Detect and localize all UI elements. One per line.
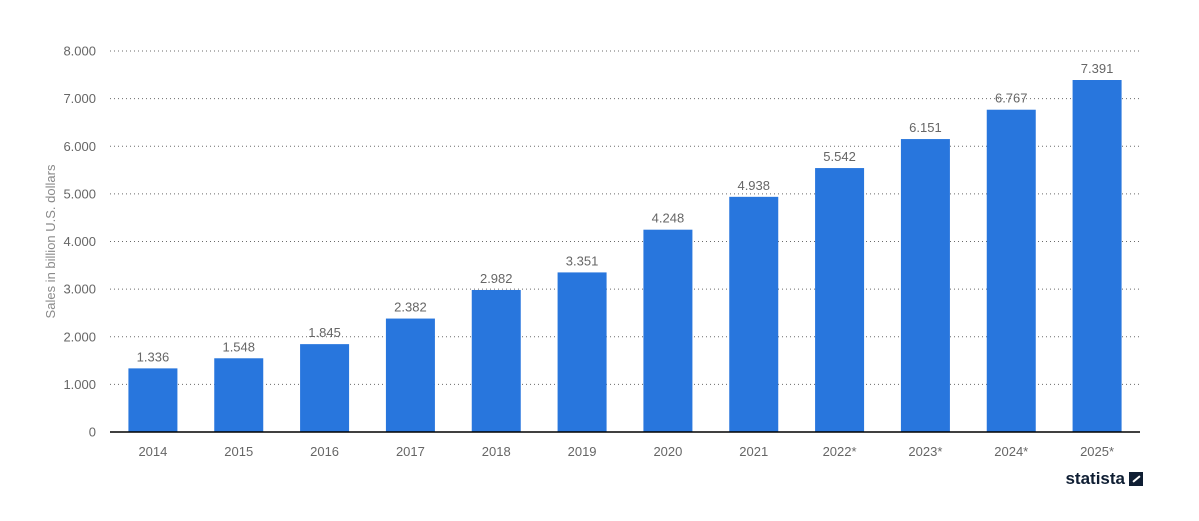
- x-tick-label: 2021: [739, 444, 768, 459]
- y-tick-label: 6.000: [63, 139, 96, 154]
- y-tick-label: 2.000: [63, 329, 96, 344]
- y-tick-label: 7.000: [63, 91, 96, 106]
- data-label: 6.767: [995, 91, 1028, 106]
- data-label: 4.248: [652, 211, 685, 226]
- y-tick-label: 0: [89, 425, 96, 440]
- bar: [643, 229, 693, 432]
- data-label: 6.151: [909, 120, 942, 135]
- bar: [815, 168, 865, 432]
- data-label: 1.845: [308, 325, 341, 340]
- statista-logo: statista: [1065, 469, 1143, 489]
- bar: [471, 289, 521, 432]
- x-tick-label: 2017: [396, 444, 425, 459]
- x-tick-label: 2014: [138, 444, 167, 459]
- statista-logo-icon: [1129, 472, 1143, 486]
- x-tick-label: 2019: [568, 444, 597, 459]
- y-axis-label: Sales in billion U.S. dollars: [43, 164, 58, 318]
- y-tick-label: 8.000: [63, 44, 96, 59]
- bar: [128, 368, 178, 432]
- data-label: 1.548: [222, 339, 255, 354]
- x-axis-ticks: 2014 2015 2016 2017 2018 2019 2020 2021 2022* 202…: [138, 444, 1114, 459]
- y-tick-label: 1.000: [63, 377, 96, 392]
- x-tick-label: 2023*: [908, 444, 942, 459]
- data-label: 7.391: [1081, 61, 1114, 76]
- y-tick-label: 5.000: [63, 186, 96, 201]
- data-label: 2.982: [480, 271, 513, 286]
- data-label: 5.542: [823, 149, 856, 164]
- bars: [128, 80, 1122, 433]
- bar: [385, 318, 435, 432]
- bar: [729, 196, 779, 432]
- bar: [214, 358, 264, 432]
- data-labels: 1.336 1.548 1.845 2.382 2.982 3.351 4.248 4.938…: [137, 61, 1114, 364]
- y-tick-label: 4.000: [63, 234, 96, 249]
- x-tick-label: 2022*: [823, 444, 857, 459]
- data-label: 4.938: [737, 178, 770, 193]
- y-axis-ticks: 0 1.000 2.000 3.000 4.000 5.000 6.000 7.000 8.00…: [63, 44, 96, 440]
- data-label: 1.336: [137, 349, 170, 364]
- bar: [986, 109, 1036, 433]
- x-tick-label: 2016: [310, 444, 339, 459]
- x-tick-label: 2024*: [994, 444, 1028, 459]
- logo-text: statista: [1065, 469, 1125, 488]
- x-tick-label: 2018: [482, 444, 511, 459]
- x-tick-label: 2015: [224, 444, 253, 459]
- bar: [1072, 80, 1122, 432]
- gridlines: [110, 50, 1140, 385]
- bar: [900, 139, 950, 432]
- x-tick-label: 2020: [653, 444, 682, 459]
- bar: [300, 344, 350, 432]
- data-label: 2.382: [394, 300, 427, 315]
- bar: [557, 272, 607, 432]
- x-tick-label: 2025*: [1080, 444, 1114, 459]
- y-tick-label: 3.000: [63, 282, 96, 297]
- data-label: 3.351: [566, 253, 599, 268]
